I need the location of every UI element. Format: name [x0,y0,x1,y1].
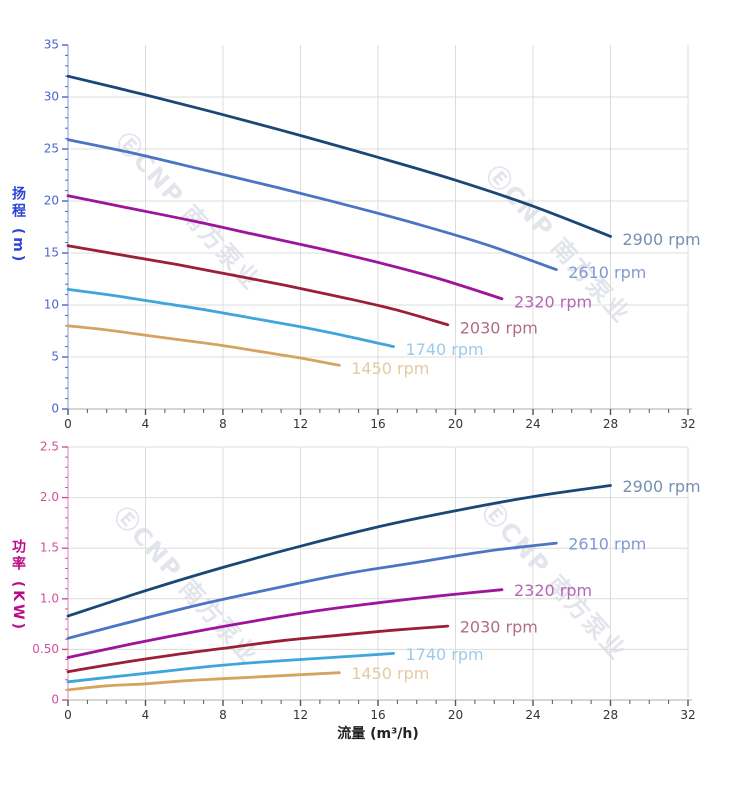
y-tick-label: 2.0 [40,490,59,504]
y-tick-label: 0 [51,402,59,416]
x-tick-label: 32 [680,708,695,722]
x-tick-label: 28 [603,708,618,722]
x-tick-label: 0 [64,708,72,722]
curve-label-2610-rpm-power: 2610 rpm [568,535,646,554]
y-tick-label: 35 [44,38,59,52]
curve-2320-rpm-head [66,194,504,301]
x-tick-label: 24 [525,708,540,722]
y-tick-label: 1.5 [40,541,59,555]
curve-label-2320-rpm-head: 2320 rpm [514,292,592,311]
curve-label-2900-rpm-power: 2900 rpm [623,477,701,496]
x-tick-label: 20 [448,708,463,722]
curve-label-1740-rpm-power: 1740 rpm [406,645,484,664]
y-tick-label: 30 [44,90,59,104]
y-tick-label: 0 [51,693,59,707]
curve-2320-rpm-power [66,588,504,659]
curve-1450-rpm-head [66,324,341,367]
x-tick-label: 4 [142,708,150,722]
curve-label-2900-rpm-head: 2900 rpm [623,230,701,249]
curve-2030-rpm-power [66,624,450,674]
y-tick-label: 1.0 [40,591,59,605]
head-axis-title: 扬程 (m) [10,186,26,265]
x-tick-label: 0 [64,417,72,431]
x-tick-label: 8 [219,708,227,722]
curve-label-1450-rpm-head: 1450 rpm [351,359,429,378]
y-tick-label: 2.5 [40,440,59,454]
curve-2030-rpm-head [66,244,450,327]
x-tick-label: 24 [525,417,540,431]
x-tick-label: 28 [603,417,618,431]
curve-2900-rpm-head [66,74,612,238]
x-tick-label: 4 [142,417,150,431]
curve-label-2610-rpm-head: 2610 rpm [568,263,646,282]
curve-label-2030-rpm-head: 2030 rpm [460,318,538,337]
y-tick-label: 5 [51,350,59,364]
x-tick-label: 32 [680,417,695,431]
x-tick-label: 20 [448,417,463,431]
x-tick-label: 16 [370,417,385,431]
curve-label-1740-rpm-head: 1740 rpm [406,340,484,359]
curve-1740-rpm-head [66,288,395,348]
x-tick-label: 12 [293,417,308,431]
curve-1450-rpm-power [66,671,341,692]
x-tick-label: 8 [219,417,227,431]
curve-label-2320-rpm-power: 2320 rpm [514,581,592,600]
x-tick-label: 16 [370,708,385,722]
x-tick-label: 12 [293,708,308,722]
curve-label-2030-rpm-power: 2030 rpm [460,618,538,637]
curve-2610-rpm-head [66,138,558,271]
curve-1740-rpm-power [66,652,395,684]
y-tick-label: 15 [44,246,59,260]
y-tick-label: 0.50 [32,642,59,656]
power-axis-title: 功率 (KW) [10,539,26,632]
y-tick-label: 20 [44,194,59,208]
curve-label-1450-rpm-power: 1450 rpm [351,664,429,683]
flow-axis-title: 流量 (m³/h) [337,726,419,742]
y-tick-label: 25 [44,142,59,156]
y-tick-label: 10 [44,298,59,312]
curve-2610-rpm-power [66,541,558,640]
curve-2900-rpm-power [66,484,612,618]
